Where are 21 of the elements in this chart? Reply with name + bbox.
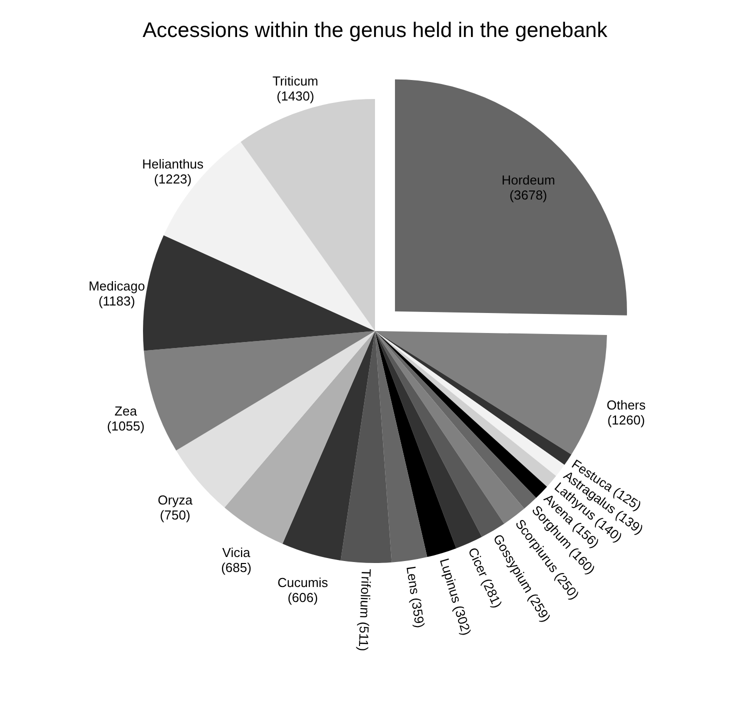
data-label: (1055)	[106, 418, 145, 434]
slice-label: Helianthus	[142, 156, 204, 172]
data-label: (1430)	[276, 88, 314, 104]
data-label: (606)	[288, 590, 318, 605]
data-label: (1223)	[154, 171, 192, 186]
data-label: (750)	[160, 507, 190, 522]
slice-label: Cucumis	[277, 574, 329, 590]
slice-label: Vicia	[222, 545, 251, 560]
slice-label: Medicago	[88, 278, 145, 294]
slice-label: Trifolium (511)	[356, 568, 374, 652]
slice-label: Lens (359)	[404, 565, 428, 629]
slice-label: Triticum	[272, 73, 318, 88]
data-label: (1183)	[98, 294, 136, 309]
slice-label: Oryza	[158, 492, 194, 508]
slice-label: Hordeum	[502, 172, 556, 188]
slice-label: Others	[606, 398, 646, 413]
data-label: (1260)	[607, 412, 645, 428]
chart-title: Accessions within the genus held in the genebank	[142, 19, 608, 42]
data-label: (3678)	[510, 187, 548, 202]
data-label: (685)	[221, 560, 252, 576]
slice-label: Zea	[114, 404, 138, 419]
